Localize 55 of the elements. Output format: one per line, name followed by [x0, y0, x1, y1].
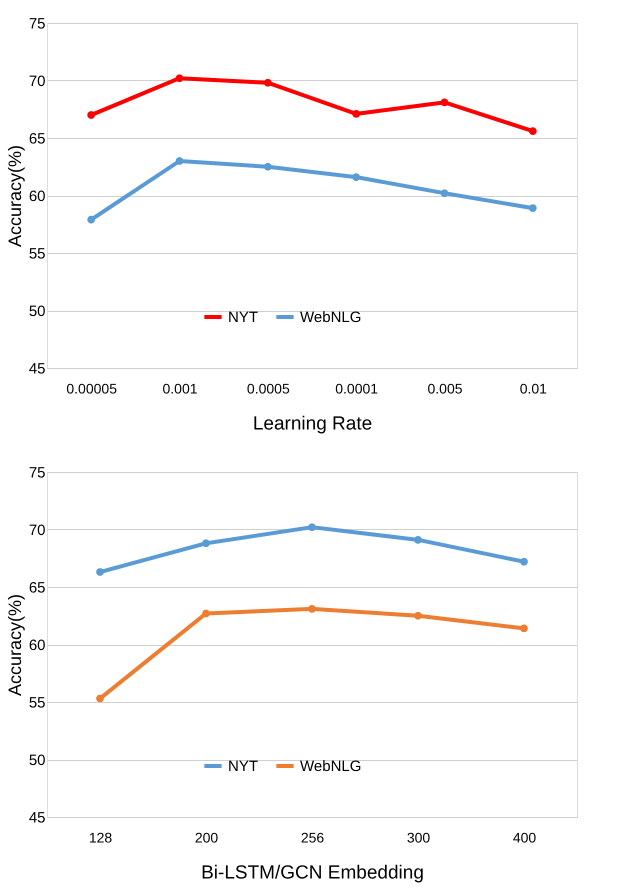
- point: [414, 612, 422, 620]
- y-tick-label: 50: [28, 303, 46, 320]
- y-tick-label: 75: [28, 464, 46, 482]
- x-tick-label: 300: [406, 830, 430, 846]
- point: [264, 78, 272, 87]
- legend-label: NYT: [228, 309, 258, 326]
- legend-label: WebNLG: [300, 309, 362, 326]
- y-tick-label: 60: [28, 188, 46, 205]
- x-tick-label: 0.01: [520, 380, 548, 396]
- y-tick-label: 55: [28, 246, 46, 262]
- x-axis-title: Bi-LSTM/GCN Embedding: [201, 862, 424, 884]
- point: [352, 173, 360, 181]
- x-tick-label: 128: [88, 830, 112, 846]
- point: [440, 98, 448, 106]
- legend-label: NYT: [228, 758, 258, 775]
- x-tick-label: 0.00005: [66, 380, 118, 396]
- point: [264, 162, 272, 171]
- y-tick-label: 50: [28, 752, 46, 769]
- y-axis-title: Accuracy(%): [4, 594, 25, 696]
- y-tick-label: 45: [28, 810, 46, 826]
- point: [308, 604, 316, 613]
- point: [96, 568, 104, 576]
- y-tick-label: 65: [28, 130, 46, 148]
- point: [96, 694, 104, 702]
- y-tick-label: 70: [28, 522, 46, 539]
- y-axis-title: Accuracy(%): [4, 144, 25, 248]
- x-tick-label: 200: [194, 830, 218, 846]
- point: [308, 523, 316, 532]
- x-tick-label: 0.0005: [246, 380, 290, 396]
- point: [352, 110, 360, 118]
- point: [520, 624, 528, 632]
- y-tick-label: 55: [28, 694, 46, 712]
- x-tick-label: 256: [300, 830, 324, 846]
- y-tick-label: 75: [28, 16, 46, 32]
- point: [414, 536, 422, 544]
- x-tick-label: 0.001: [162, 380, 198, 396]
- legend-label: WebNLG: [300, 758, 362, 775]
- point: [528, 204, 537, 212]
- x-tick-label: 0.0001: [335, 380, 378, 396]
- y-tick-label: 60: [28, 637, 46, 654]
- x-axis-title: Learning Rate: [252, 414, 372, 434]
- point: [520, 558, 528, 566]
- point: [176, 157, 184, 165]
- x-tick-label: 0.005: [427, 380, 463, 396]
- point: [440, 189, 448, 198]
- y-tick-label: 65: [28, 580, 46, 596]
- point: [176, 74, 184, 82]
- y-tick-label: 70: [28, 73, 46, 90]
- x-tick-label: 400: [512, 830, 536, 846]
- point: [202, 539, 210, 548]
- point: [87, 216, 96, 224]
- point: [202, 610, 210, 618]
- y-tick-label: 45: [28, 360, 46, 378]
- point: [528, 127, 537, 135]
- point: [87, 111, 96, 119]
